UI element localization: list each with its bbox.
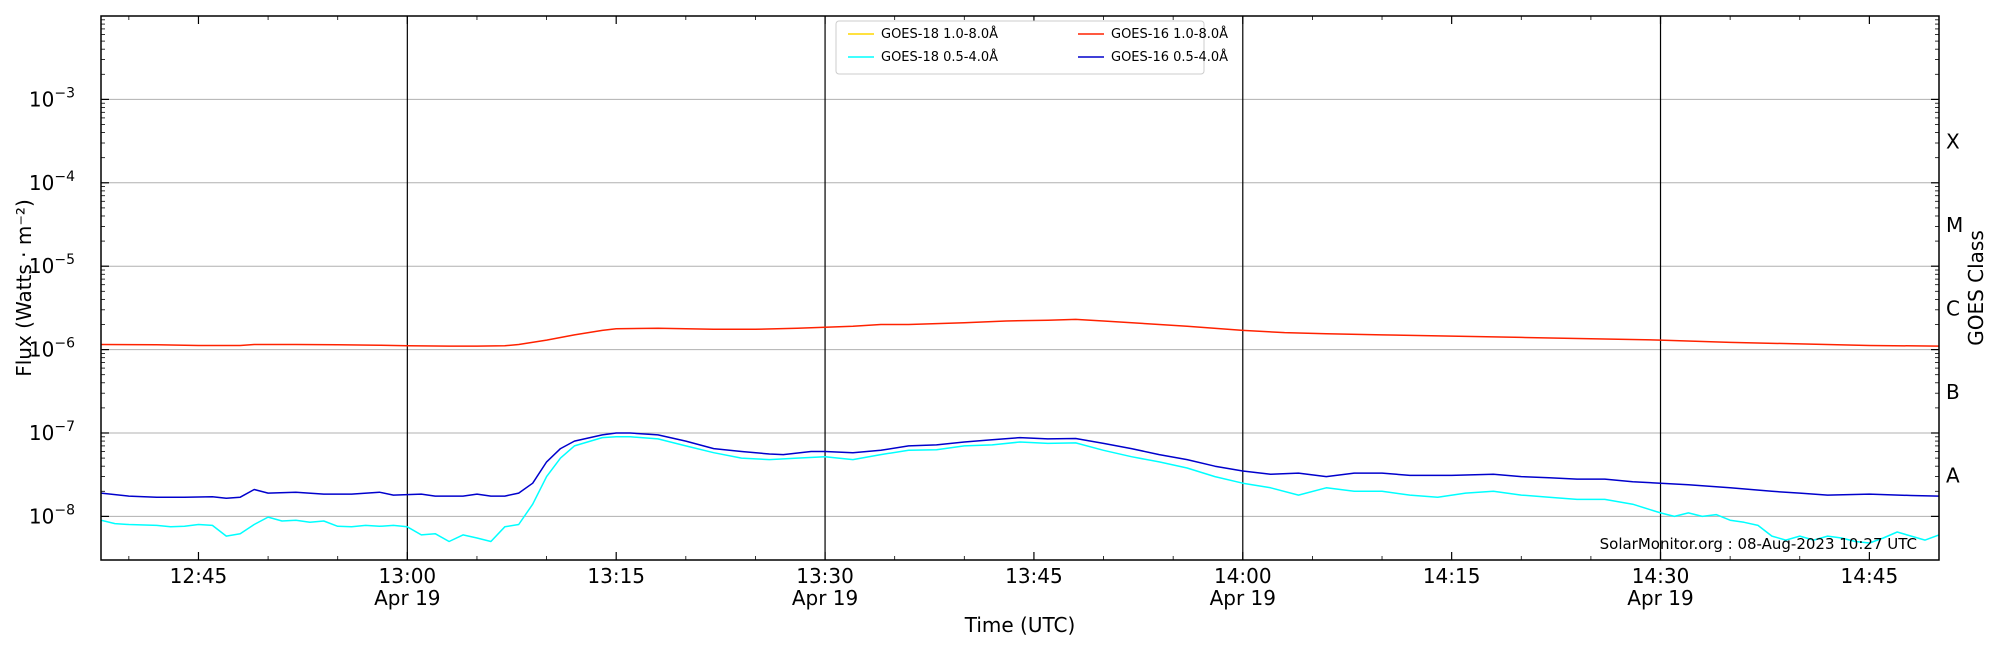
- x-tick-date-label: Apr 19: [374, 586, 440, 610]
- x-tick-label: 14:45: [1841, 564, 1899, 588]
- y-tick-label: 10−8: [29, 502, 75, 528]
- x-tick-label: 13:45: [1005, 564, 1063, 588]
- time-marker-lines: [406, 16, 1662, 560]
- y-tick-label: 10−4: [29, 169, 75, 195]
- legend-entry-1: GOES-18 0.5-4.0Å: [881, 49, 998, 65]
- x-tick-label: 13:15: [587, 564, 645, 588]
- x-axis-label: Time (UTC): [964, 613, 1076, 637]
- x-tick-label: 14:30: [1632, 564, 1690, 588]
- y-tick-label: 10−7: [29, 419, 75, 445]
- goes-class-b: B: [1946, 380, 1960, 404]
- y-tick-label: 10−3: [29, 85, 75, 111]
- legend-entry-0: GOES-18 1.0-8.0Å: [881, 26, 998, 42]
- series-line-0: [101, 318, 1939, 347]
- goes-class-m: M: [1946, 213, 1963, 237]
- legend-entry-2: GOES-16 1.0-8.0Å: [1111, 26, 1228, 42]
- x-tick-date-label: Apr 19: [1627, 586, 1693, 610]
- series-lines: [101, 318, 1939, 544]
- goes-class-axis-label: GOES Class: [1964, 230, 1988, 346]
- series-line-1: [101, 432, 1939, 500]
- goes-class-labels: A B C M X: [1946, 130, 1963, 488]
- x-tick-label: 13:30: [796, 564, 854, 588]
- y-tick-label: 10−5: [29, 252, 75, 278]
- x-tick-date-label: Apr 19: [792, 586, 858, 610]
- x-tick-label: 14:15: [1423, 564, 1481, 588]
- credit-text: SolarMonitor.org : 08-Aug-2023 10:27 UTC: [1600, 535, 1917, 553]
- legend: GOES-18 1.0-8.0Å GOES-18 0.5-4.0Å GOES-16 …: [835, 20, 1228, 75]
- y-axis-ticks: 10−8 10−7 10−6 10−5 10−4 10−3: [29, 19, 1939, 528]
- x-tick-label: 13:00: [379, 564, 437, 588]
- plot-frame: [100, 15, 1940, 561]
- legend-entry-3: GOES-16 0.5-4.0Å: [1111, 49, 1228, 65]
- y-axis-label: Flux (Watts · m⁻²): [12, 199, 36, 377]
- x-tick-date-label: Apr 19: [1210, 586, 1276, 610]
- series-line-2: [101, 436, 1939, 544]
- y-tick-label: 10−6: [29, 336, 75, 362]
- goes-class-a: A: [1946, 463, 1960, 487]
- x-tick-label: 12:45: [170, 564, 228, 588]
- goes-class-x: X: [1946, 130, 1960, 154]
- x-tick-label: 14:00: [1214, 564, 1272, 588]
- goes-class-c: C: [1946, 296, 1960, 320]
- legend-frame: [835, 20, 1205, 75]
